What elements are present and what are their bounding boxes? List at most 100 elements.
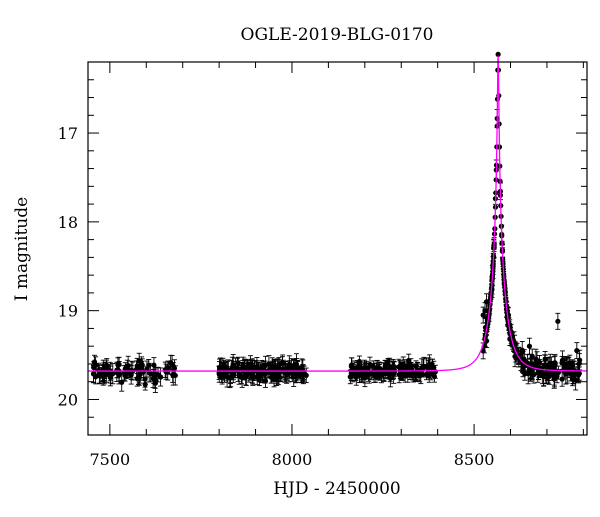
data-marker xyxy=(529,353,535,359)
data-marker xyxy=(114,367,120,373)
data-marker xyxy=(566,364,572,371)
data-marker xyxy=(122,366,128,372)
data-marker xyxy=(107,374,113,381)
data-marker xyxy=(268,374,274,380)
data-marker xyxy=(417,373,423,379)
data-marker xyxy=(483,299,490,305)
data-point xyxy=(495,51,501,57)
data-point xyxy=(119,372,125,392)
data-point xyxy=(144,360,150,378)
data-marker xyxy=(165,364,171,371)
data-point xyxy=(566,356,572,378)
data-point xyxy=(272,359,279,380)
data-marker xyxy=(526,343,533,349)
data-point xyxy=(137,362,143,376)
data-marker xyxy=(228,374,234,381)
data-point xyxy=(559,350,566,371)
plot-frame xyxy=(87,61,588,436)
data-marker xyxy=(238,374,244,380)
data-marker xyxy=(495,51,501,57)
plot-area xyxy=(88,51,587,393)
chart-title: OGLE-2019-BLG-0170 xyxy=(241,25,434,45)
data-marker xyxy=(428,368,434,375)
axis-ticks: 7500 8000 8500 17 18 19 20 xyxy=(58,61,587,469)
data-marker xyxy=(172,372,178,379)
data-marker xyxy=(150,375,156,382)
data-point xyxy=(559,371,565,387)
data-marker xyxy=(151,362,157,368)
data-marker xyxy=(366,371,372,378)
data-point xyxy=(576,353,582,374)
data-marker xyxy=(144,366,150,372)
x-tick-label: 8000 xyxy=(272,450,313,469)
data-marker xyxy=(552,360,558,366)
data-marker xyxy=(531,371,537,378)
data-marker xyxy=(405,362,411,369)
data-point xyxy=(360,368,366,383)
data-point xyxy=(256,373,263,387)
data-marker xyxy=(148,371,154,377)
data-point xyxy=(526,337,533,355)
data-point xyxy=(155,366,161,383)
data-marker xyxy=(269,363,275,369)
data-marker xyxy=(221,366,227,372)
data-marker xyxy=(551,372,557,379)
data-marker xyxy=(256,377,263,383)
data-marker xyxy=(128,367,134,373)
data-point xyxy=(107,368,113,387)
data-marker xyxy=(559,376,565,382)
data-marker xyxy=(249,373,255,379)
data-point xyxy=(91,354,98,370)
x-axis-label: HJD - 2450000 xyxy=(273,479,401,499)
data-marker xyxy=(567,360,573,366)
data-point xyxy=(122,362,128,376)
data-point xyxy=(221,362,227,376)
data-marker xyxy=(122,372,128,378)
model-curve xyxy=(88,55,587,372)
data-marker xyxy=(569,375,576,381)
data-marker xyxy=(254,364,260,370)
y-axis-label: I magnitude xyxy=(12,197,32,301)
data-marker xyxy=(480,312,486,318)
data-point xyxy=(254,357,260,378)
data-point xyxy=(168,354,174,371)
data-marker xyxy=(142,376,148,382)
data-marker xyxy=(555,318,561,324)
data-marker xyxy=(90,371,97,377)
data-marker xyxy=(155,371,161,378)
y-tick-label: 19 xyxy=(58,302,78,321)
data-marker xyxy=(246,369,252,375)
data-point xyxy=(377,361,383,376)
y-tick-label: 20 xyxy=(58,390,78,409)
data-point xyxy=(542,351,548,368)
data-marker xyxy=(262,370,268,377)
data-point xyxy=(387,365,393,383)
data-point xyxy=(552,354,558,372)
data-point xyxy=(152,373,158,393)
data-point xyxy=(392,365,398,377)
data-marker xyxy=(119,379,125,385)
data-marker xyxy=(559,357,566,363)
x-tick-label: 8500 xyxy=(454,450,495,469)
data-point xyxy=(276,364,282,382)
y-tick-label: 17 xyxy=(58,124,78,143)
data-point xyxy=(531,365,537,384)
data-marker xyxy=(377,365,383,372)
data-point xyxy=(483,293,490,311)
data-marker xyxy=(423,371,430,377)
data-marker xyxy=(576,360,582,367)
data-point xyxy=(110,363,116,385)
data-marker xyxy=(542,356,548,363)
data-marker xyxy=(574,348,580,354)
data-marker xyxy=(139,361,145,367)
data-point xyxy=(551,365,557,386)
data-marker xyxy=(360,373,366,379)
data-marker xyxy=(383,364,389,370)
data-marker xyxy=(546,361,552,368)
data-marker xyxy=(429,363,435,369)
data-marker xyxy=(543,371,549,377)
data-point xyxy=(284,364,290,384)
data-marker xyxy=(303,372,309,378)
